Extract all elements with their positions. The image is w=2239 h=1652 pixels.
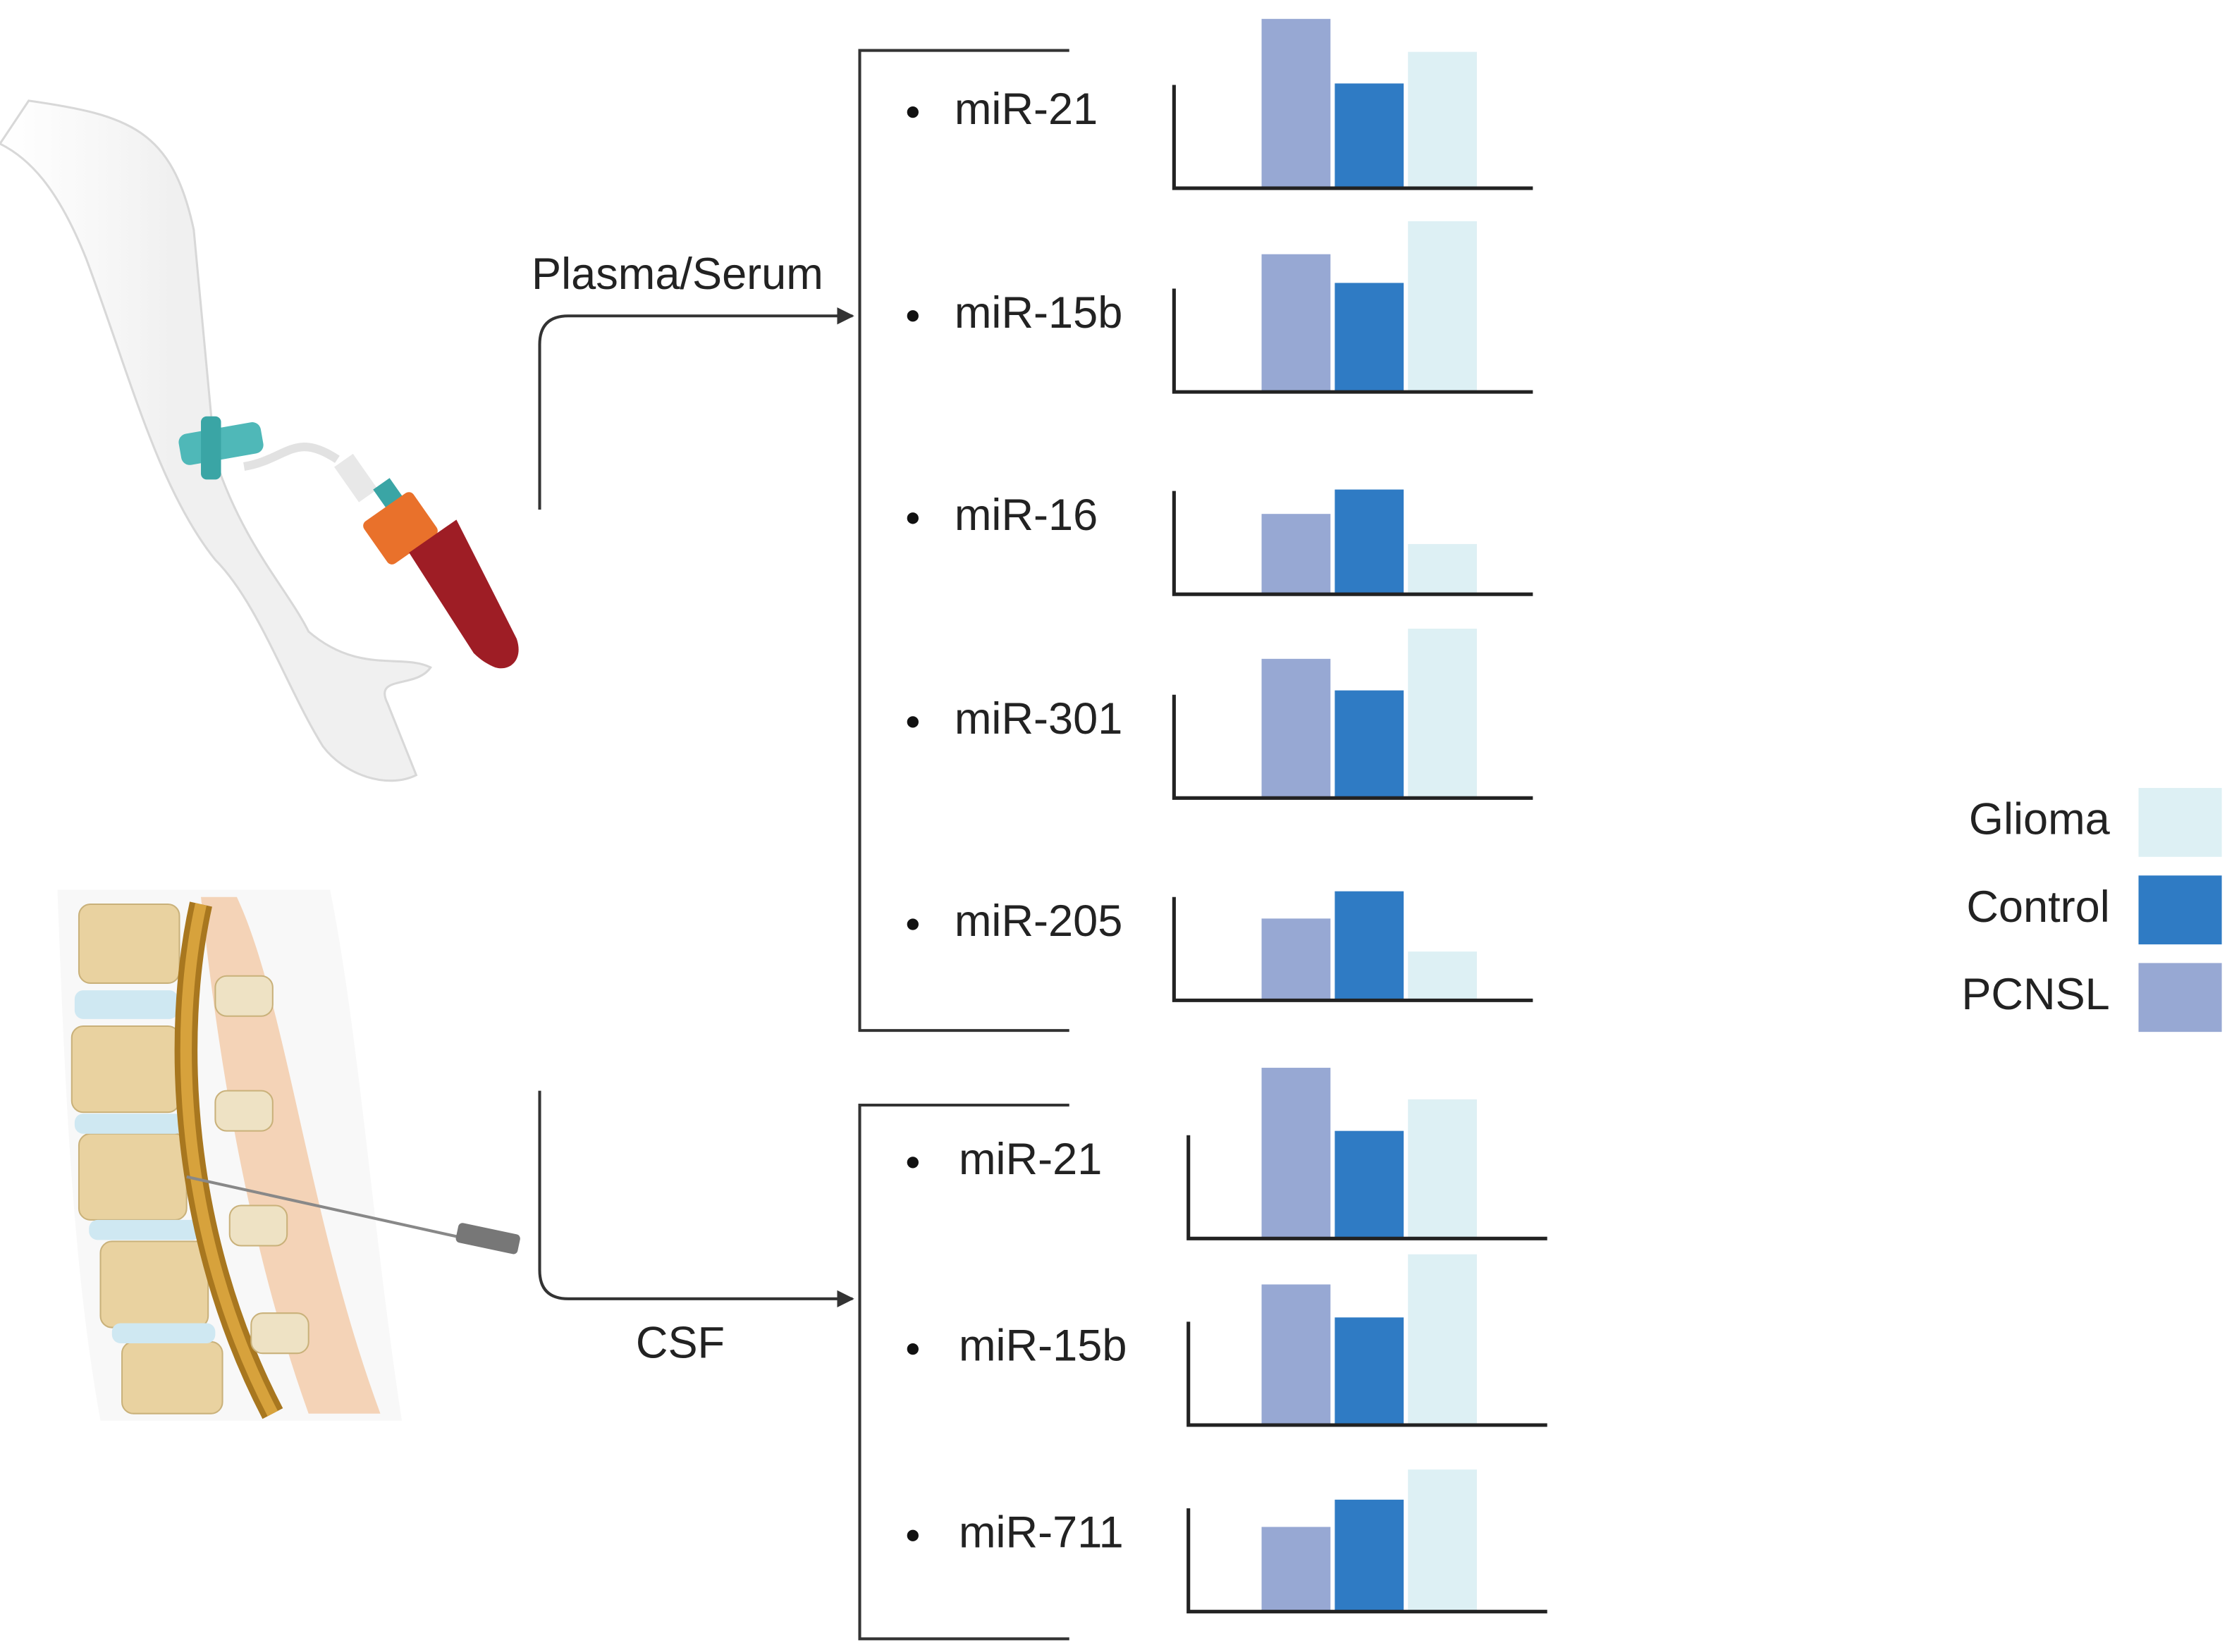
bar — [1408, 1099, 1477, 1239]
bar — [1335, 83, 1404, 189]
bullet — [907, 1529, 919, 1541]
panel-axis — [1186, 1321, 1547, 1427]
plasma-bracket — [858, 49, 1069, 1032]
mirna-label: miR-16 — [955, 491, 1098, 540]
panel-axis — [1186, 1135, 1547, 1240]
legend-swatch — [2138, 788, 2222, 857]
panel-axis — [1172, 85, 1533, 190]
csf-arrow — [538, 1090, 854, 1308]
bullet — [907, 1157, 919, 1169]
mirna-label: miR-15b — [959, 1321, 1127, 1371]
spine-illustration — [57, 889, 520, 1421]
bar — [1335, 690, 1404, 799]
mirna-label: miR-21 — [959, 1135, 1102, 1184]
bar — [1261, 1068, 1331, 1239]
bar — [1408, 1254, 1477, 1425]
mirna-label: miR-205 — [955, 896, 1122, 946]
plasma-arrow — [538, 307, 854, 510]
bar — [1408, 543, 1477, 595]
bar — [1408, 951, 1477, 1001]
bar — [1335, 283, 1404, 393]
bullet — [907, 106, 919, 118]
bar — [1261, 514, 1331, 595]
section-label: CSF — [636, 1319, 725, 1368]
mirna-label: miR-301 — [955, 694, 1122, 744]
bar — [1335, 1130, 1404, 1239]
bullet — [907, 918, 919, 930]
bullet — [907, 716, 919, 728]
legend-swatch — [2138, 963, 2222, 1032]
panel-axis — [1172, 694, 1533, 800]
bar — [1408, 221, 1477, 393]
panel-axis — [1172, 896, 1533, 1002]
connectors — [538, 49, 1069, 1641]
bar — [1408, 1469, 1477, 1612]
bar — [1335, 1317, 1404, 1425]
legend-label: PCNSL — [1961, 970, 2109, 1019]
bar — [1335, 891, 1404, 1001]
mirna-label: miR-15b — [955, 288, 1122, 338]
legend-label: Control — [1966, 882, 2109, 932]
panel-axis — [1172, 491, 1533, 596]
bullet — [907, 1343, 919, 1355]
bar — [1335, 489, 1404, 595]
bar — [1408, 51, 1477, 189]
bar — [1261, 658, 1331, 799]
bullet — [907, 310, 919, 322]
legend-swatch — [2138, 875, 2222, 944]
bar — [1261, 18, 1331, 189]
mirna-label: miR-21 — [955, 85, 1098, 134]
bar — [1261, 254, 1331, 393]
legend-label: Glioma — [1969, 795, 2111, 844]
bar — [1335, 1499, 1404, 1612]
mirna-label: miR-711 — [959, 1508, 1124, 1557]
bar — [1261, 1284, 1331, 1425]
arm-illustration — [0, 99, 519, 782]
panel-axis — [1172, 288, 1533, 394]
bar — [1261, 1527, 1331, 1612]
panel-axis — [1186, 1508, 1547, 1614]
section-label: Plasma/Serum — [532, 249, 823, 299]
bar — [1408, 629, 1477, 799]
bar — [1261, 918, 1331, 1001]
csf-bracket — [858, 1103, 1069, 1641]
bullet — [907, 512, 919, 524]
